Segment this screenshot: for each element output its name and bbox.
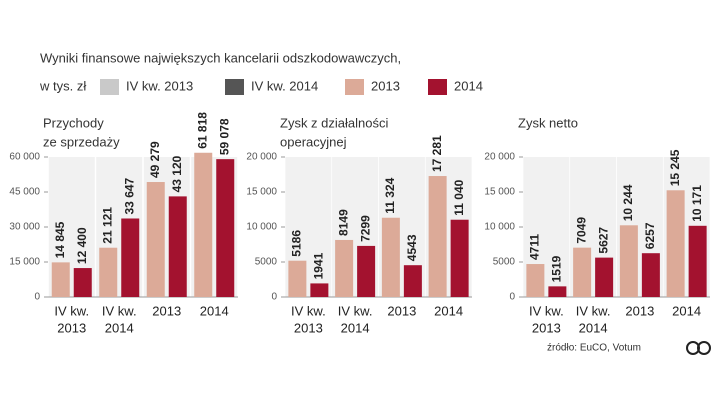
value-label: 5186 (290, 230, 304, 257)
value-label: 17 281 (430, 135, 444, 172)
bar (548, 286, 567, 297)
bar (216, 159, 235, 297)
bar (450, 219, 469, 297)
header-title: Wyniki finansowe największych kancelarii… (40, 50, 401, 65)
y-tick-label: 10 000 (484, 222, 515, 233)
x-tick-label: IV kw. (338, 303, 373, 318)
source: źródło: EuCO, Votum (547, 343, 641, 354)
x-tick-label: 2013 (625, 303, 654, 318)
x-tick-label: 2014 (672, 303, 701, 318)
y-tick-label: 30 000 (9, 222, 40, 233)
value-label: 1519 (550, 255, 564, 282)
bar (526, 264, 545, 297)
logo (686, 341, 711, 355)
x-tick-label: 2013 (294, 320, 323, 335)
y-tick-label: 20 000 (246, 152, 277, 163)
y-tick-label: 5000 (255, 257, 278, 268)
y-tick-label: 60 000 (9, 152, 40, 163)
bar (403, 265, 422, 297)
x-tick-label: IV kw. (102, 303, 137, 318)
value-label: 5627 (596, 227, 610, 254)
bar (194, 152, 213, 297)
bar (99, 247, 118, 297)
legend-swatch (428, 79, 447, 95)
value-label: 14 845 (53, 221, 67, 258)
y-tick-label: 0 (34, 292, 40, 303)
value-label: 1941 (312, 252, 326, 279)
value-label: 59 078 (217, 118, 231, 155)
y-tick-label: 15 000 (246, 187, 277, 198)
y-tick-label: 15 000 (484, 187, 515, 198)
x-tick-label: IV kw. (529, 303, 564, 318)
value-label: 8149 (336, 209, 350, 236)
chart-title: Zysk netto (518, 115, 578, 130)
x-tick-label: IV kw. (291, 303, 326, 318)
bar (168, 196, 187, 297)
value-label: 6257 (643, 222, 657, 249)
bar (641, 253, 660, 297)
bar (666, 190, 685, 297)
x-tick-label: IV kw. (54, 303, 89, 318)
y-tick-label: 5000 (493, 257, 516, 268)
value-label: 43 120 (170, 155, 184, 192)
x-tick-label: 2013 (57, 320, 86, 335)
bar (428, 176, 447, 297)
chart-title: ze sprzedaży (43, 134, 120, 149)
bar (595, 257, 614, 297)
chart-title: Przychody (43, 115, 104, 130)
value-label: 61 818 (195, 112, 209, 149)
value-label: 21 121 (100, 207, 114, 244)
x-tick-label: IV kw. (576, 303, 611, 318)
bar (573, 247, 592, 297)
value-label: 4543 (405, 234, 419, 261)
value-label: 10 244 (621, 184, 635, 221)
value-label: 49 279 (148, 141, 162, 178)
bar (335, 239, 354, 297)
y-tick-label: 10 000 (246, 222, 277, 233)
x-tick-label: 2013 (387, 303, 416, 318)
y-tick-label: 15 000 (9, 257, 40, 268)
value-label: 33 647 (122, 177, 136, 214)
bar (619, 225, 638, 297)
bar (146, 182, 165, 297)
y-tick-label: 0 (271, 292, 277, 303)
x-tick-label: 2014 (200, 303, 229, 318)
legend-label: 2014 (454, 78, 483, 93)
value-label: 12 400 (75, 227, 89, 264)
value-label: 7299 (358, 215, 372, 242)
bar (51, 262, 70, 297)
x-tick-label: 2014 (105, 320, 134, 335)
header-title: w tys. zł (39, 78, 86, 93)
value-label: 7049 (574, 217, 588, 244)
bar (688, 225, 707, 297)
value-label: 11 040 (452, 179, 466, 215)
legend-label: IV kw. 2013 (126, 78, 193, 93)
bar (73, 268, 92, 297)
legend-label: 2013 (371, 78, 400, 93)
x-tick-label: 2014 (341, 320, 370, 335)
bar (381, 217, 400, 297)
y-tick-label: 0 (509, 292, 515, 303)
value-label: 4711 (528, 234, 542, 260)
value-label: 10 171 (690, 185, 704, 222)
x-tick-label: 2013 (532, 320, 561, 335)
legend-label: IV kw. 2014 (251, 78, 318, 93)
chart-title: Zysk z działalności (280, 115, 388, 130)
x-tick-label: 2014 (579, 320, 608, 335)
legend-swatch (100, 79, 119, 95)
value-label: 11 324 (383, 177, 397, 213)
bar (357, 245, 376, 297)
bar (310, 283, 329, 297)
legend-swatch (225, 79, 244, 95)
value-label: 15 245 (668, 149, 682, 186)
x-tick-label: 2014 (434, 303, 463, 318)
legend-swatch (345, 79, 364, 95)
y-tick-label: 20 000 (484, 152, 515, 163)
x-tick-label: 2013 (152, 303, 181, 318)
chart-title: operacyjnej (280, 134, 347, 149)
y-tick-label: 45 000 (9, 187, 40, 198)
bar (288, 260, 307, 297)
bar (121, 218, 140, 297)
